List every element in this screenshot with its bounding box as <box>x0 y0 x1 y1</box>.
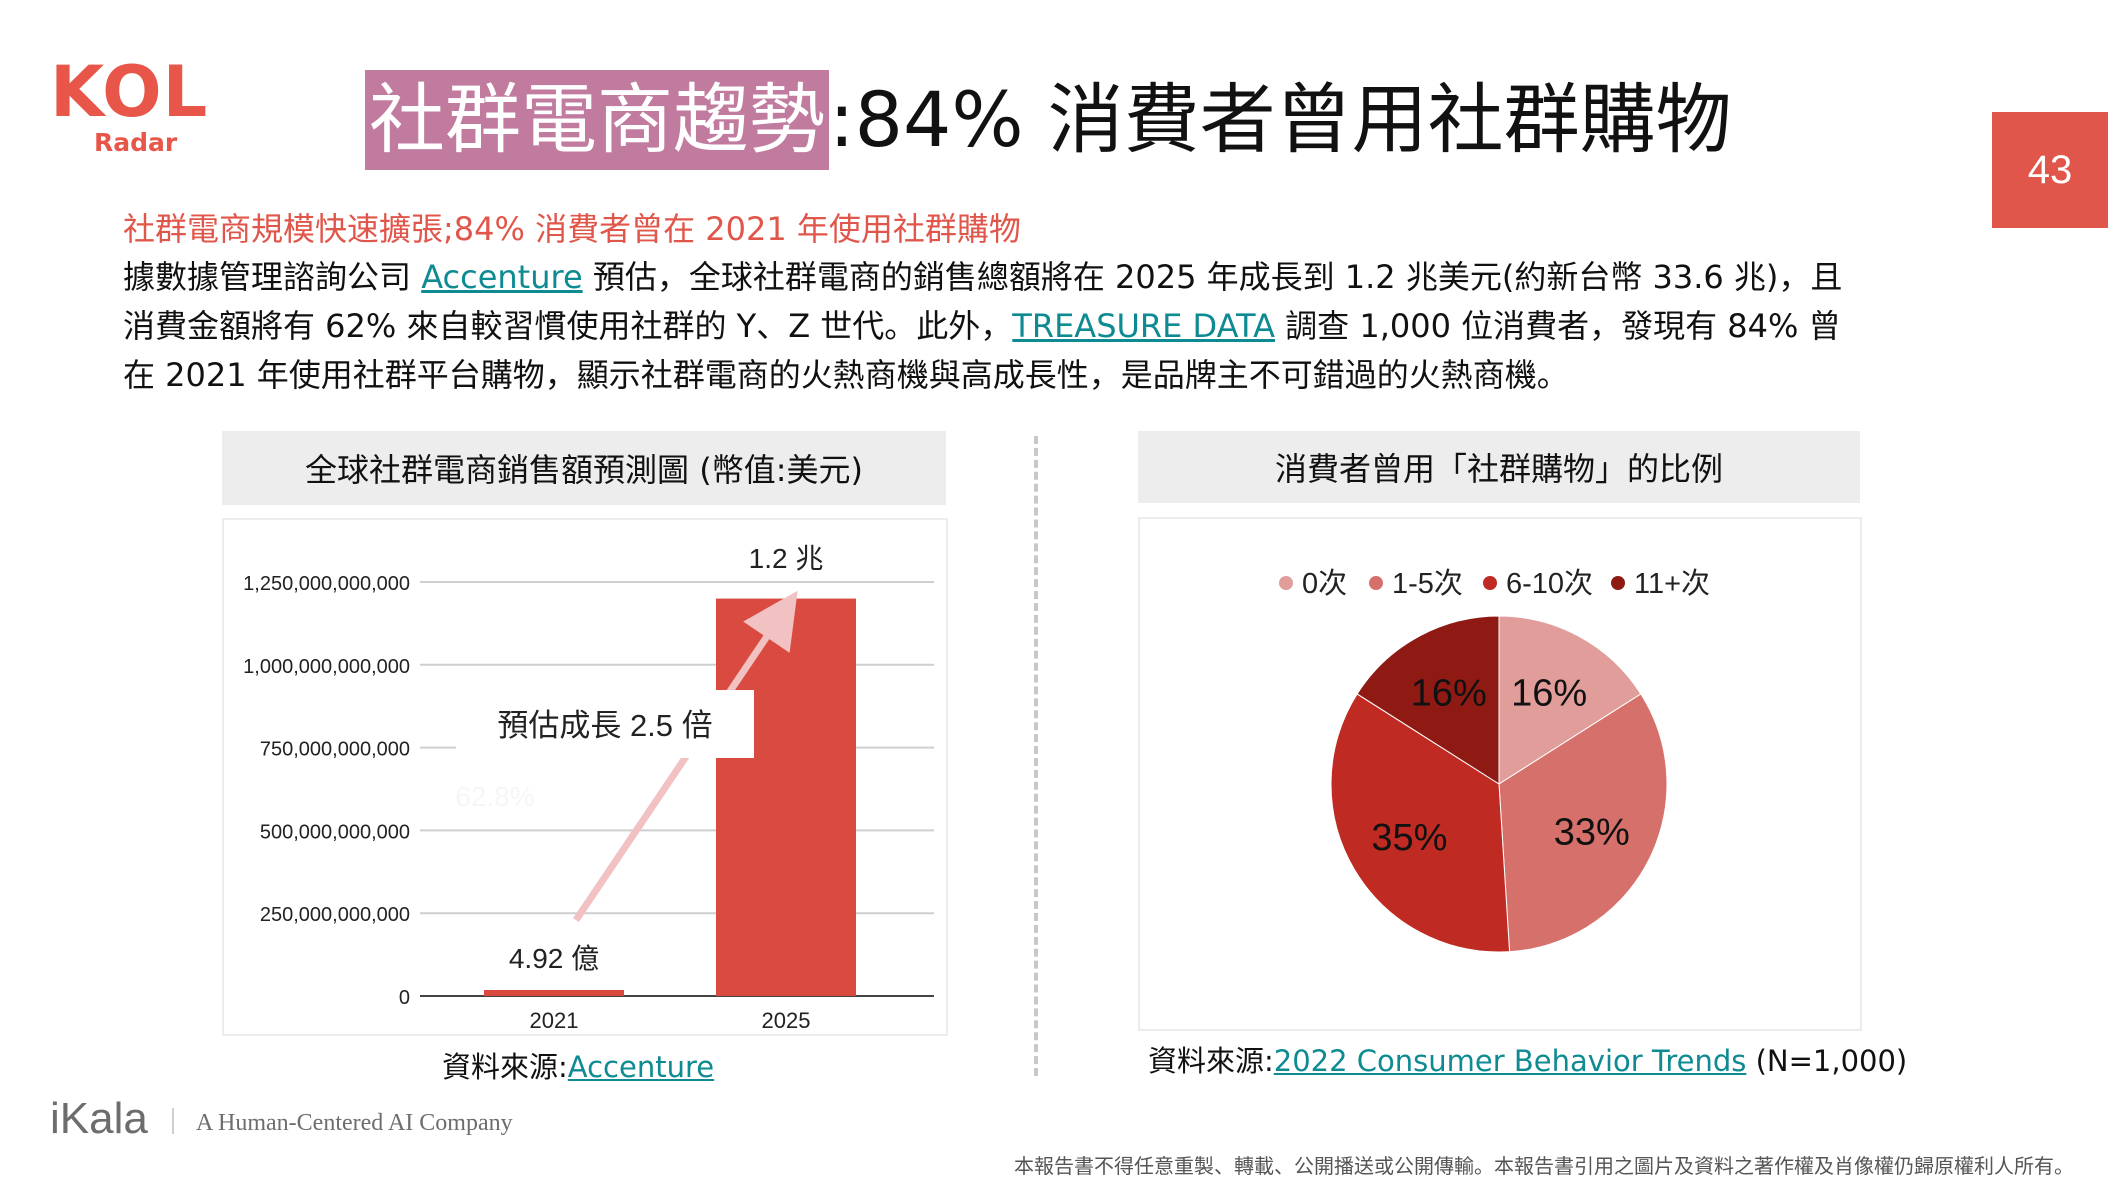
pie-data-label: 33% <box>1554 811 1630 853</box>
faint-percentage: 62.8% <box>455 781 534 812</box>
ikala-logo: iKala <box>50 1094 148 1143</box>
bar-chart-data-labels: 4.92 億 1.2 兆 <box>509 543 824 974</box>
y-tick-label: 250,000,000,000 <box>260 904 410 926</box>
bar-chart-x-ticks: 2021 2025 <box>530 1008 811 1033</box>
bar <box>484 990 624 996</box>
pie-chart-source: 資料來源:2022 Consumer Behavior Trends (N=1,… <box>1148 1038 1907 1080</box>
y-tick-label: 1,250,000,000,000 <box>243 573 410 595</box>
consumer-trends-link[interactable]: 2022 Consumer Behavior Trends <box>1273 1044 1747 1078</box>
paragraph-line-3: 在 2021 年使用社群平台購物，顯示社群電商的火熱商機與高成長性，是品牌主不可… <box>123 356 1569 394</box>
source-label: 資料來源: <box>1148 1044 1274 1078</box>
source-note: (N=1,000) <box>1746 1044 1908 1078</box>
accenture-source-link[interactable]: Accenture <box>567 1050 715 1084</box>
y-tick-label: 1,000,000,000,000 <box>243 656 410 678</box>
legend-label: 11+次 <box>1634 567 1710 600</box>
footer-separator <box>172 1108 174 1134</box>
pie-slice <box>1330 693 1511 953</box>
copyright-disclaimer: 本報告書不得任意重製、轉載、公開播送或公開傳輸。本報告書引用之圖片及資料之著作權… <box>1014 1154 2074 1178</box>
para-text: 消費金額將有 62% 來自較習慣使用社群的 Y、Z 世代。此外， <box>123 307 1013 345</box>
paragraph-line-2: 消費金額將有 62% 來自較習慣使用社群的 Y、Z 世代。此外，TREASURE… <box>123 301 1841 347</box>
logo-main: KOL <box>50 51 209 133</box>
bar <box>716 598 856 996</box>
pie-data-label: 16% <box>1411 673 1487 715</box>
x-tick-label: 2025 <box>762 1008 811 1033</box>
title-highlight: 社群電商趨勢 <box>365 70 829 170</box>
growth-arrow <box>573 590 798 922</box>
pie-chart <box>1330 615 1668 953</box>
x-tick-label: 2021 <box>530 1008 579 1033</box>
bar-data-label: 1.2 兆 <box>749 543 824 574</box>
bar-chart-bars <box>484 598 856 996</box>
legend-marker <box>1611 576 1625 590</box>
y-tick-label: 0 <box>399 987 410 1009</box>
pie-chart-title: 消費者曾用「社群購物」的比例 <box>1138 431 1860 503</box>
bar-chart-source: 資料來源:Accenture <box>442 1044 714 1086</box>
page-title: 社群電商趨勢:84% 消費者曾用社群購物 <box>365 70 1732 170</box>
pie-slice <box>1498 615 1642 785</box>
logo-sub: Radar <box>94 128 178 157</box>
bar-chart-y-ticks: 0 250,000,000,000 500,000,000,000 750,000,0… <box>243 573 410 1009</box>
pie-data-label: 16% <box>1511 673 1587 715</box>
kol-radar-logo: KOL Radar <box>50 52 230 162</box>
bar-data-label: 4.92 億 <box>509 943 599 974</box>
subheading: 社群電商規模快速擴張;84% 消費者曾在 2021 年使用社群購物 <box>123 210 1021 248</box>
pie-chart-data-labels: 16% 33% 35% 16% <box>1371 673 1630 859</box>
footer-tagline: A Human-Centered AI Company <box>196 1110 513 1136</box>
panel-divider <box>1034 436 1038 1076</box>
pie-slice <box>1356 615 1500 785</box>
pie-chart-legend: 0次 1-5次 6-10次 11+次 <box>1279 567 1710 600</box>
y-tick-label: 750,000,000,000 <box>260 739 410 761</box>
growth-annotation-box <box>456 690 754 758</box>
legend-label: 1-5次 <box>1392 567 1463 600</box>
legend-marker <box>1369 576 1383 590</box>
growth-annotation: 預估成長 2.5 倍 <box>497 708 712 743</box>
legend-marker <box>1483 576 1497 590</box>
legend-label: 6-10次 <box>1506 567 1593 600</box>
legend-marker <box>1279 576 1293 590</box>
pie-slice <box>1498 693 1668 953</box>
para-text: 調查 1,000 位消費者，發現有 84% 曾 <box>1274 307 1841 345</box>
pie-data-label: 35% <box>1371 817 1447 859</box>
accenture-link[interactable]: Accenture <box>421 258 583 296</box>
treasure-data-link[interactable]: TREASURE DATA <box>1012 307 1275 345</box>
y-tick-label: 500,000,000,000 <box>260 821 410 843</box>
source-label: 資料來源: <box>442 1050 568 1084</box>
page-number: 43 <box>1992 112 2108 228</box>
bar-chart-title: 全球社群電商銷售額預測圖 (幣值:美元) <box>222 431 946 505</box>
paragraph-line-1: 據數據管理諮詢公司 Accenture 預估，全球社群電商的銷售總額將在 202… <box>123 252 1842 298</box>
title-rest: :84% 消費者曾用社群購物 <box>829 75 1732 164</box>
para-text: 據數據管理諮詢公司 <box>123 258 422 296</box>
legend-label: 0次 <box>1302 567 1347 600</box>
para-text: 預估，全球社群電商的銷售總額將在 2025 年成長到 1.2 兆美元(約新台幣 … <box>582 258 1843 296</box>
